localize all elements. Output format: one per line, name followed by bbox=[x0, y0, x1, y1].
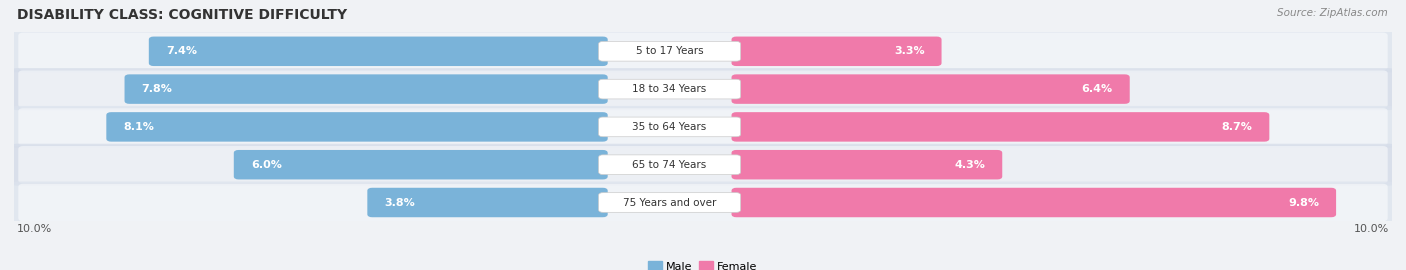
Text: Source: ZipAtlas.com: Source: ZipAtlas.com bbox=[1277, 8, 1388, 18]
Text: 7.4%: 7.4% bbox=[166, 46, 197, 56]
Text: 4.3%: 4.3% bbox=[955, 160, 986, 170]
FancyBboxPatch shape bbox=[107, 112, 607, 142]
Text: 10.0%: 10.0% bbox=[1354, 224, 1389, 234]
Legend: Male, Female: Male, Female bbox=[644, 257, 762, 270]
FancyBboxPatch shape bbox=[10, 68, 1396, 110]
Bar bbox=[14, 32, 1392, 70]
FancyBboxPatch shape bbox=[731, 150, 1002, 180]
Bar bbox=[14, 184, 1392, 221]
FancyBboxPatch shape bbox=[18, 108, 1388, 146]
Text: 6.0%: 6.0% bbox=[250, 160, 281, 170]
Text: 65 to 74 Years: 65 to 74 Years bbox=[633, 160, 707, 170]
Text: 10.0%: 10.0% bbox=[17, 224, 52, 234]
FancyBboxPatch shape bbox=[149, 36, 607, 66]
FancyBboxPatch shape bbox=[731, 188, 1336, 217]
Text: DISABILITY CLASS: COGNITIVE DIFFICULTY: DISABILITY CLASS: COGNITIVE DIFFICULTY bbox=[17, 8, 347, 22]
Text: 5 to 17 Years: 5 to 17 Years bbox=[636, 46, 703, 56]
Bar bbox=[14, 108, 1392, 146]
FancyBboxPatch shape bbox=[599, 155, 741, 174]
Bar bbox=[14, 70, 1392, 108]
FancyBboxPatch shape bbox=[599, 193, 741, 212]
Text: 8.1%: 8.1% bbox=[124, 122, 155, 132]
Text: 7.8%: 7.8% bbox=[142, 84, 173, 94]
FancyBboxPatch shape bbox=[18, 146, 1388, 183]
FancyBboxPatch shape bbox=[367, 188, 607, 217]
FancyBboxPatch shape bbox=[10, 106, 1396, 148]
FancyBboxPatch shape bbox=[731, 112, 1270, 142]
FancyBboxPatch shape bbox=[18, 33, 1388, 70]
FancyBboxPatch shape bbox=[125, 74, 607, 104]
FancyBboxPatch shape bbox=[731, 36, 942, 66]
Text: 18 to 34 Years: 18 to 34 Years bbox=[633, 84, 707, 94]
Text: 9.8%: 9.8% bbox=[1288, 197, 1319, 208]
FancyBboxPatch shape bbox=[233, 150, 607, 180]
Text: 75 Years and over: 75 Years and over bbox=[623, 197, 716, 208]
FancyBboxPatch shape bbox=[18, 70, 1388, 108]
FancyBboxPatch shape bbox=[731, 74, 1129, 104]
FancyBboxPatch shape bbox=[10, 181, 1396, 224]
FancyBboxPatch shape bbox=[10, 144, 1396, 186]
Bar bbox=[14, 146, 1392, 184]
Text: 3.3%: 3.3% bbox=[894, 46, 925, 56]
Text: 6.4%: 6.4% bbox=[1081, 84, 1112, 94]
Text: 8.7%: 8.7% bbox=[1222, 122, 1253, 132]
Text: 3.8%: 3.8% bbox=[384, 197, 415, 208]
Text: 35 to 64 Years: 35 to 64 Years bbox=[633, 122, 707, 132]
FancyBboxPatch shape bbox=[18, 184, 1388, 221]
FancyBboxPatch shape bbox=[599, 117, 741, 137]
FancyBboxPatch shape bbox=[10, 30, 1396, 72]
FancyBboxPatch shape bbox=[599, 79, 741, 99]
FancyBboxPatch shape bbox=[599, 42, 741, 61]
